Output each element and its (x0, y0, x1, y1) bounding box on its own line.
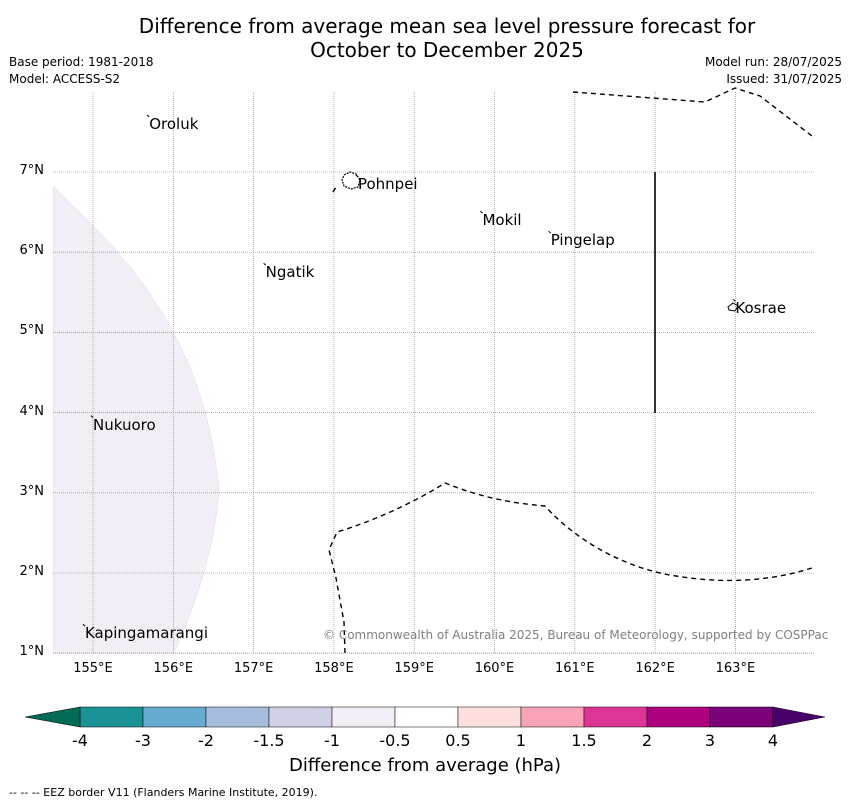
colorbar-segment (709, 706, 774, 728)
copyright-text: © Commonwealth of Australia 2025, Bureau… (323, 628, 829, 642)
colorbar-tick: 3 (704, 731, 716, 750)
place-label: Kapingamarangi (84, 624, 209, 643)
footer-eez-note: -- -- -- EEZ border V11 (Flanders Marine… (9, 786, 318, 799)
colorbar-tick: -4 (72, 731, 88, 750)
latitude-tick-label: 4°N (19, 403, 45, 419)
model-text: Model: ACCESS-S2 (9, 72, 121, 86)
colorbar-tick: -1.5 (253, 731, 285, 750)
island-mark (355, 174, 359, 178)
island-mark (146, 114, 150, 118)
colorbar-segment (331, 706, 396, 728)
island-mark (480, 210, 483, 214)
island-mark (263, 262, 266, 266)
place-label: Pingelap (550, 231, 615, 250)
latitude-tick-label: 7°N (19, 163, 45, 178)
colorbar-under-arrow (24, 706, 81, 728)
eez-border-pohnpei-west (332, 186, 337, 193)
island-mark (82, 623, 86, 627)
title-line-1: Difference from average mean sea level p… (138, 14, 756, 38)
colorbar-tick: 1 (515, 731, 527, 750)
colorbar-tick: 0.5 (445, 731, 471, 750)
longitude-tick-label: 156°E (153, 661, 194, 676)
place-label: Nukuoro (93, 415, 156, 434)
colorbar-tick: -3 (135, 731, 151, 750)
colorbar-segment (583, 706, 648, 728)
colorbar-segment (646, 706, 711, 728)
longitude-tick-label: 160°E (474, 661, 515, 676)
colorbar-segment (394, 706, 459, 728)
title-line-2: October to December 2025 (310, 38, 584, 62)
longitude-tick-label: 162°E (635, 661, 675, 676)
map-title: Difference from average mean sea level p… (0, 14, 850, 62)
longitude-tick-label: 163°E (715, 661, 756, 676)
longitude-tick-label: 159°E (394, 661, 434, 676)
kosrae-island (727, 302, 739, 312)
longitude-tick-label: 158°E (314, 661, 354, 676)
colorbar-tick: -2 (198, 731, 214, 750)
colorbar-tick: 2 (641, 731, 653, 750)
place-label: Oroluk (149, 114, 199, 133)
colorbar-segment (142, 706, 207, 728)
colorbar-over-arrow (772, 706, 826, 728)
colorbar-segment (520, 706, 585, 728)
latitude-tick-label: 5°N (19, 323, 45, 339)
model-run-text: Model run: 28/07/2025 (704, 55, 842, 69)
latitude-tick-label: 1°N (19, 644, 45, 660)
eez-border-north (572, 87, 813, 137)
colorbar-label: Difference from average (hPa) (288, 755, 562, 776)
eez-borders (328, 87, 816, 654)
colorbar-tick: 1.5 (571, 731, 597, 750)
place-label: Ngatik (265, 263, 315, 282)
colorbar-segment (79, 706, 144, 728)
pohnpei-island (341, 171, 361, 190)
longitude-tick-label: 161°E (555, 661, 595, 676)
longitude-tick-label: 157°E (233, 661, 274, 676)
colorbar-tick: 4 (767, 731, 779, 750)
island-mark (733, 298, 736, 302)
meta-left: Base period: 1981-2018 Model: ACCESS-S2 (9, 54, 154, 88)
colorbar (24, 706, 826, 728)
meta-right: Model run: 28/07/2025 Issued: 31/07/2025 (705, 54, 842, 88)
colorbar-tick: -0.5 (379, 731, 411, 750)
colorbar-segment (205, 706, 270, 728)
place-label: Pohnpei (357, 175, 418, 194)
latitude-tick-label: 3°N (19, 483, 45, 499)
colorbar-segment (268, 706, 333, 728)
base-period-text: Base period: 1981-2018 (9, 55, 154, 69)
island-marks (82, 114, 736, 627)
issued-text: Issued: 31/07/2025 (726, 72, 842, 86)
place-label: Mokil (482, 211, 522, 230)
negative-anomaly-region (52, 185, 220, 654)
eez-border-south (328, 482, 816, 654)
colorbar-segment (457, 706, 522, 728)
longitude-tick-label: 155°E (73, 661, 113, 676)
island-mark (548, 230, 552, 234)
island-mark (90, 415, 94, 418)
latitude-tick-label: 2°N (19, 564, 45, 579)
colorbar-tick: -1 (324, 731, 340, 750)
place-label: Kosrae (735, 299, 787, 318)
latitude-tick-label: 6°N (19, 243, 45, 259)
